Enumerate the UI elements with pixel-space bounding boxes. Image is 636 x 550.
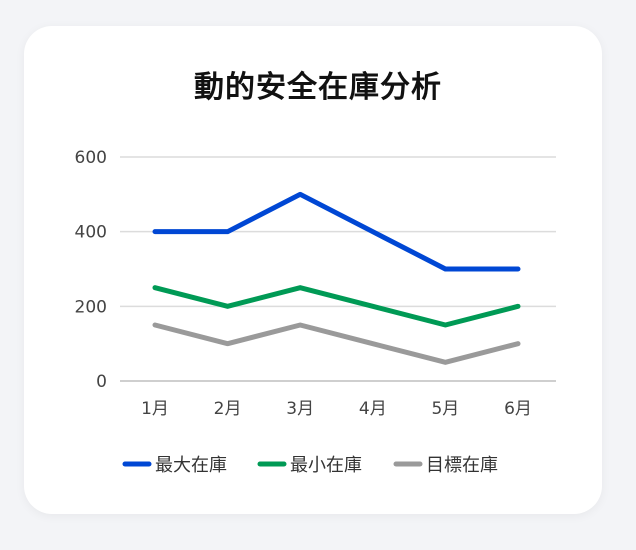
y-tick-label: 400 xyxy=(75,223,107,243)
x-tick-label: 5月 xyxy=(431,399,459,419)
y-tick-label: 200 xyxy=(75,297,107,317)
series-line-2 xyxy=(152,285,521,328)
series-line-1 xyxy=(152,191,521,272)
chart-title: 動的安全在庫分析 xyxy=(194,70,442,105)
legend-label-3: 目標在庫 xyxy=(426,455,498,476)
x-tick-label: 6月 xyxy=(504,399,532,419)
x-tick-label: 2月 xyxy=(214,399,242,419)
y-tick-label: 600 xyxy=(75,148,107,168)
x-tick-label: 4月 xyxy=(359,399,387,419)
x-tick-label: 1月 xyxy=(141,399,169,419)
series-line-3 xyxy=(152,322,521,365)
x-tick-label: 3月 xyxy=(286,399,314,419)
legend-label-2: 最小在庫 xyxy=(290,455,362,476)
y-tick-label: 0 xyxy=(96,372,107,392)
legend-label-1: 最大在庫 xyxy=(155,455,227,476)
